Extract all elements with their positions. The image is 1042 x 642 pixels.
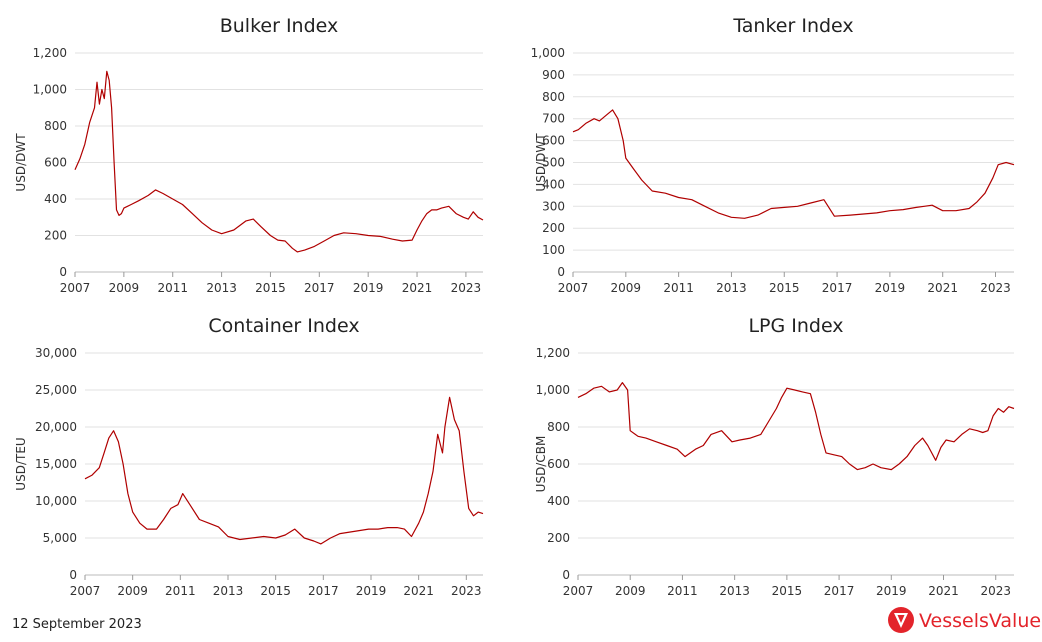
x-tick-label: 2007 [563, 584, 594, 598]
x-tick-label: 2023 [451, 281, 482, 295]
y-tick-label: 200 [44, 229, 67, 243]
vesselsvalue-logo-icon: VesselsValue [888, 607, 1041, 633]
x-tick-label: 2019 [875, 281, 906, 295]
y-tick-label: 1,200 [536, 346, 570, 360]
series-line [577, 382, 1015, 471]
x-tick-label: 2011 [165, 584, 196, 598]
y-tick-label: 400 [44, 192, 67, 206]
y-axis-label: USD/TEU [14, 437, 28, 490]
x-tick-label: 2009 [611, 281, 642, 295]
y-tick-label: 0 [562, 568, 570, 582]
x-tick-label: 2017 [822, 281, 853, 295]
x-tick-label: 2011 [667, 584, 698, 598]
y-tick-label: 20,000 [35, 420, 77, 434]
y-axis-label: USD/DWT [14, 133, 28, 192]
y-tick-label: 5,000 [43, 531, 77, 545]
chart-title: LPG Index [748, 315, 843, 337]
x-tick-label: 2021 [403, 584, 434, 598]
y-tick-label: 600 [44, 156, 67, 170]
x-tick-label: 2015 [772, 584, 803, 598]
y-tick-label: 0 [557, 265, 565, 279]
report-date: 12 September 2023 [12, 617, 142, 632]
x-tick-label: 2007 [558, 281, 589, 295]
x-tick-label: 2023 [980, 584, 1011, 598]
y-tick-label: 800 [542, 90, 565, 104]
x-tick-label: 2009 [117, 584, 148, 598]
tanker-index-chart: Tanker Index 0 100 200 300 400 500 600 700 800 900… [531, 15, 1015, 295]
y-tick-label: 15,000 [35, 457, 77, 471]
y-tick-label: 1,000 [536, 383, 570, 397]
x-tick-label: 2017 [308, 584, 339, 598]
x-tick-label: 2019 [353, 281, 384, 295]
x-tick-label: 2017 [304, 281, 335, 295]
y-tick-label: 0 [59, 265, 67, 279]
y-tick-label: 800 [547, 420, 570, 434]
y-tick-label: 200 [547, 531, 570, 545]
brand-name: VesselsValue [919, 610, 1041, 632]
y-tick-label: 200 [542, 221, 565, 235]
chart-title: Tanker Index [732, 15, 853, 37]
bulker-index-chart: Bulker Index 0 200 400 600 800 1,000 1,200 2007 2… [14, 15, 484, 295]
y-axis-label: USD/CBM [534, 436, 548, 493]
x-tick-label: 2007 [70, 584, 101, 598]
y-tick-label: 900 [542, 68, 565, 82]
y-tick-label: 600 [542, 134, 565, 148]
series-line [74, 70, 484, 253]
x-tick-label: 2023 [980, 281, 1011, 295]
x-tick-label: 2015 [769, 281, 800, 295]
x-tick-label: 2011 [663, 281, 694, 295]
y-tick-label: 0 [69, 568, 77, 582]
y-tick-label: 1,000 [531, 46, 565, 60]
y-tick-label: 400 [542, 177, 565, 191]
x-tick-label: 2013 [719, 584, 750, 598]
y-tick-label: 400 [547, 494, 570, 508]
x-tick-label: 2013 [213, 584, 244, 598]
x-tick-label: 2011 [157, 281, 188, 295]
y-tick-label: 1,000 [33, 83, 67, 97]
x-tick-label: 2023 [451, 584, 482, 598]
y-axis-label: USD/DWT [534, 133, 548, 192]
lpg-index-chart: LPG Index 0 200 400 600 800 1,000 1,200 2007 2009… [534, 315, 1015, 598]
y-tick-label: 600 [547, 457, 570, 471]
x-tick-label: 2007 [60, 281, 91, 295]
x-tick-label: 2019 [876, 584, 907, 598]
y-tick-label: 10,000 [35, 494, 77, 508]
x-tick-label: 2017 [824, 584, 855, 598]
y-tick-label: 800 [44, 119, 67, 133]
chart-title: Bulker Index [220, 15, 339, 37]
x-tick-label: 2021 [927, 281, 958, 295]
x-tick-label: 2021 [928, 584, 959, 598]
y-tick-label: 100 [542, 243, 565, 257]
x-tick-label: 2021 [402, 281, 433, 295]
series-line [572, 109, 1015, 219]
x-tick-label: 2019 [356, 584, 387, 598]
chart-title: Container Index [208, 315, 359, 337]
x-tick-label: 2015 [260, 584, 291, 598]
y-tick-label: 25,000 [35, 383, 77, 397]
y-tick-label: 1,200 [33, 46, 67, 60]
x-tick-label: 2009 [109, 281, 140, 295]
x-tick-label: 2009 [615, 584, 646, 598]
x-tick-label: 2013 [206, 281, 237, 295]
series-line [84, 396, 484, 545]
y-tick-label: 700 [542, 112, 565, 126]
y-tick-label: 300 [542, 199, 565, 213]
x-tick-label: 2015 [255, 281, 286, 295]
x-tick-label: 2013 [716, 281, 747, 295]
y-tick-label: 500 [542, 156, 565, 170]
container-index-chart: Container Index 0 5,000 10,000 15,000 20,000 2… [14, 315, 484, 598]
y-tick-label: 30,000 [35, 346, 77, 360]
vesselsvalue-logo[interactable]: VesselsValue [886, 603, 1042, 637]
